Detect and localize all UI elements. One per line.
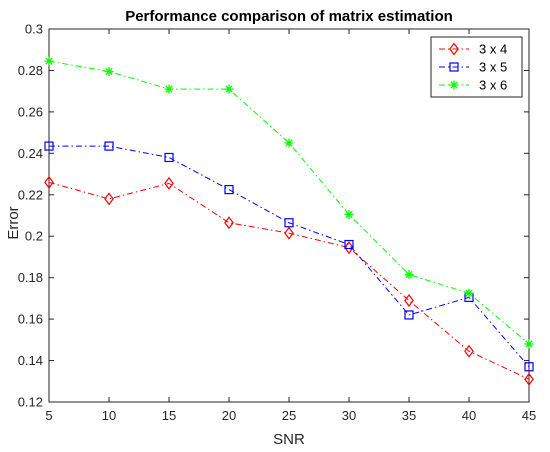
asterisk-marker-path: [224, 84, 234, 94]
chart-title: Performance comparison of matrix estimat…: [125, 8, 453, 25]
data-point: [524, 362, 534, 372]
x-tick-label: 30: [342, 408, 356, 423]
data-point: [44, 56, 54, 66]
y-tick-label: 0.18: [18, 270, 43, 285]
legend-item: 3 x 4: [439, 42, 507, 57]
asterisk-marker-path: [404, 270, 414, 280]
data-point: [344, 209, 354, 219]
legend-label: 3 x 6: [479, 78, 507, 93]
data-point: [284, 226, 294, 240]
data-point: [44, 175, 54, 189]
y-tick-label: 0.14: [18, 353, 43, 368]
data-point: [224, 184, 234, 195]
series-3x4: [44, 175, 534, 386]
data-point: [344, 241, 354, 255]
legend-item: 3 x 5: [439, 60, 507, 75]
data-point: [404, 310, 414, 320]
y-tick-label: 0.16: [18, 312, 43, 327]
data-point: [44, 141, 54, 151]
x-tick-label: 15: [162, 408, 176, 423]
x-tick-label: 10: [102, 408, 116, 423]
data-point: [344, 239, 354, 250]
y-tick-label: 0.22: [18, 187, 43, 202]
data-point: [164, 176, 174, 190]
legend-box: [430, 36, 523, 98]
x-axis-label: SNR: [273, 431, 305, 448]
data-point: [464, 344, 474, 358]
y-tick-label: 0.2: [25, 229, 43, 244]
data-point: [104, 141, 114, 151]
legend-marker: [449, 62, 459, 72]
data-point: [284, 138, 294, 148]
data-point: [104, 192, 114, 206]
series-line: [48, 60, 530, 345]
legend-item: 3 x 6: [439, 78, 507, 93]
data-point: [164, 84, 174, 94]
series-3x5: [44, 141, 534, 372]
y-tick-label: 0.28: [18, 63, 43, 78]
data-point: [524, 339, 534, 349]
x-tick-label: 20: [222, 408, 236, 423]
data-point: [224, 84, 234, 94]
asterisk-marker-path: [449, 80, 459, 90]
y-tick-label: 0.12: [18, 395, 43, 410]
asterisk-marker-path: [464, 288, 474, 298]
data-point: [284, 218, 294, 228]
legend-marker: [449, 80, 459, 90]
asterisk-marker-path: [344, 209, 354, 219]
asterisk-marker-path: [284, 138, 294, 148]
asterisk-marker-path: [104, 66, 114, 76]
series-line: [48, 181, 530, 380]
series-3x6: [44, 56, 534, 349]
y-axis-label: Error: [5, 206, 22, 239]
data-point: [404, 293, 414, 307]
legend-label: 3 x 5: [479, 60, 507, 75]
legend: 3 x 4 3 x 5 3 x 6: [430, 36, 523, 98]
x-tick-label: 35: [402, 408, 416, 423]
y-tick-label: 0.26: [18, 104, 43, 119]
asterisk-marker-path: [44, 56, 54, 66]
y-tick-label: 0.24: [18, 146, 43, 161]
data-point: [224, 216, 234, 230]
legend-label: 3 x 4: [479, 42, 507, 57]
series-line: [49, 145, 530, 368]
x-tick-label: 5: [45, 408, 52, 423]
data-point: [104, 66, 114, 76]
data-point: [164, 152, 174, 163]
y-tick-label: 0.3: [25, 22, 43, 37]
legend-marker: [449, 42, 459, 56]
x-tick-label: 25: [282, 408, 296, 423]
x-tick-label: 45: [522, 408, 536, 423]
x-tick-label: 40: [462, 408, 476, 423]
asterisk-marker-path: [524, 339, 534, 349]
data-point: [404, 270, 414, 280]
data-point: [524, 372, 534, 386]
data-point: [464, 288, 474, 298]
asterisk-marker-path: [164, 84, 174, 94]
